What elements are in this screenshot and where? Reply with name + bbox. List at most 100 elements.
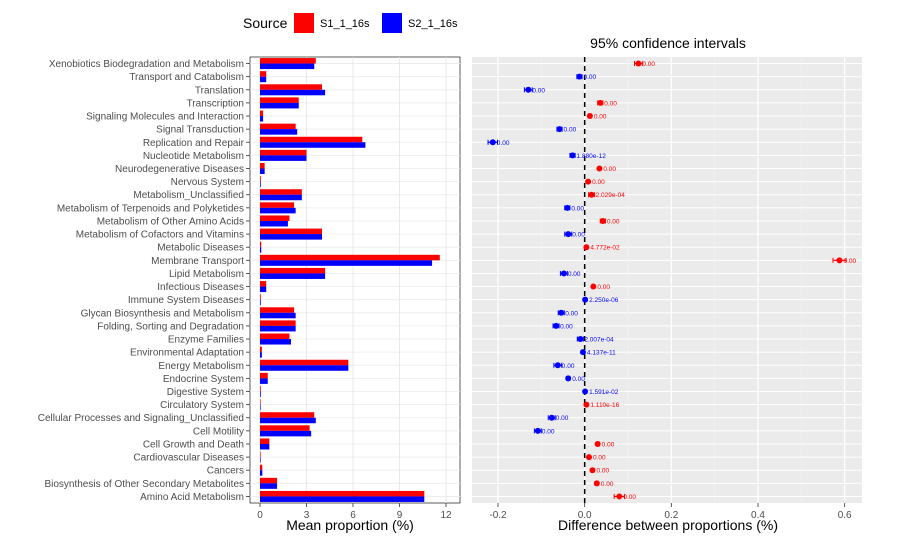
bar-s2 — [260, 207, 296, 214]
category-label: Glycan Biosynthesis and Metabolism — [81, 308, 244, 319]
ci-point — [590, 283, 597, 290]
ci-p-value-label: 0.00 — [623, 494, 636, 501]
ci-p-value-label: 0.00 — [602, 441, 615, 448]
ci-point — [582, 296, 589, 303]
ci-p-value-label: 0.00 — [594, 114, 607, 121]
bar-s1 — [260, 451, 261, 458]
ci-p-value-label: 0.00 — [560, 323, 573, 330]
bar-s1 — [260, 412, 315, 418]
bar-s1 — [260, 359, 349, 366]
legend-swatch-s2 — [382, 13, 402, 33]
ci-point — [579, 349, 586, 356]
bar-s2 — [260, 430, 312, 437]
ci-point — [560, 270, 567, 277]
bar-s1 — [260, 372, 268, 379]
bar-s1 — [260, 241, 262, 248]
bar-s2 — [260, 325, 296, 332]
ci-point — [565, 231, 572, 238]
ci-p-value-label: 4.772e-02 — [590, 245, 620, 252]
category-label: Translation — [195, 85, 244, 96]
ci-p-value-label: 0.00 — [572, 232, 585, 239]
bar-s1 — [260, 149, 307, 156]
bar-s1 — [260, 294, 261, 300]
ci-x-axis-label: Difference between proportions (%) — [558, 517, 778, 533]
ci-p-value-label: 4.137e-11 — [587, 350, 616, 357]
ci-point — [585, 178, 592, 185]
bar-s1 — [260, 307, 295, 313]
bar-s1 — [260, 425, 310, 431]
bar-s2 — [260, 352, 262, 358]
bar-s2 — [260, 286, 267, 293]
ci-point — [586, 454, 592, 461]
bar-x-tick-label: 12 — [440, 510, 452, 521]
bar-s1 — [260, 136, 363, 143]
ci-point — [564, 204, 571, 211]
ci-p-value-label: 2.029e-04 — [596, 192, 626, 199]
category-label: Cancers — [207, 466, 244, 477]
bar-s1 — [260, 228, 322, 235]
bar-x-axis-label: Mean proportion (%) — [286, 517, 414, 533]
bar-s1 — [260, 176, 261, 182]
ci-p-value-label: 0.00 — [642, 61, 655, 68]
bar-s1 — [260, 438, 270, 444]
ci-x-tick-label: 0.4 — [751, 510, 765, 521]
bar-s2 — [260, 129, 298, 135]
ci-p-value-label: 0.00 — [843, 258, 856, 265]
ci-point — [565, 375, 572, 382]
category-label: Energy Metabolism — [158, 361, 244, 372]
ci-p-value-label: 0.00 — [571, 205, 584, 212]
ci-point — [576, 73, 583, 80]
bar-marks — [260, 58, 440, 502]
bar-x-ticks: 0 3 6 9 12 — [257, 503, 452, 521]
bar-s2 — [260, 155, 307, 161]
category-label: Transport and Catabolism — [129, 72, 244, 83]
bar-s1 — [260, 189, 302, 195]
ci-point — [589, 467, 596, 474]
ci-point — [553, 322, 560, 329]
category-label: Metabolism_Unclassified — [133, 190, 244, 201]
ci-p-value-label: 0.00 — [583, 74, 596, 81]
bar-s2 — [260, 378, 268, 384]
bar-s1 — [260, 281, 267, 287]
ci-p-value-label: 0.00 — [604, 100, 617, 107]
ci-point — [586, 113, 593, 120]
legend-title: Source — [243, 15, 288, 31]
ci-p-value-label: 0.00 — [562, 363, 575, 370]
ci-x-tick-label: 0.0 — [578, 510, 592, 521]
category-labels: Xenobiotics Biodegradation and Metabolis… — [38, 59, 250, 503]
bar-s2 — [260, 299, 261, 306]
ci-p-value-label: 0.00 — [607, 218, 620, 225]
bar-s2 — [260, 194, 302, 201]
category-label: Circulatory System — [160, 400, 244, 411]
ci-p-value-label: 2.007e-04 — [584, 337, 614, 344]
bar-s1 — [260, 71, 267, 77]
category-label: Metabolic Diseases — [157, 243, 244, 254]
bar-s1 — [260, 320, 296, 326]
category-label: Enzyme Families — [168, 335, 244, 346]
ci-marks: 0.00 0.00 0.00 0.00 0.00 0.00 0.00 1.880e-12 0.0… — [487, 60, 857, 501]
bar-s1 — [260, 464, 263, 471]
legend: Source S1_1_16s S2_1_16s — [243, 13, 458, 33]
ci-gridlines — [472, 57, 862, 503]
category-label: Amino Acid Metabolism — [140, 492, 244, 503]
category-label: Membrane Transport — [151, 256, 244, 267]
bar-s1 — [260, 254, 440, 261]
bar-s1 — [260, 215, 290, 221]
ci-p-value-label: 0.00 — [565, 310, 578, 317]
bar-s1 — [260, 84, 322, 90]
bar-s2 — [260, 339, 291, 345]
ci-title: 95% confidence intervals — [590, 35, 746, 51]
ci-point — [489, 139, 496, 146]
ci-point — [588, 191, 595, 198]
bar-s1 — [260, 123, 296, 130]
bar-x-tick-label: 3 — [304, 510, 310, 521]
bar-s2 — [260, 142, 366, 148]
bar-s2 — [260, 168, 265, 175]
category-label: Folding, Sorting and Degradation — [97, 321, 244, 332]
bar-s2 — [260, 89, 326, 96]
bar-s2 — [260, 365, 349, 371]
category-label: Lipid Metabolism — [169, 269, 244, 280]
ci-p-value-label: 0.00 — [568, 271, 581, 278]
category-label: Cell Growth and Death — [143, 439, 244, 450]
bar-s2 — [260, 391, 261, 398]
